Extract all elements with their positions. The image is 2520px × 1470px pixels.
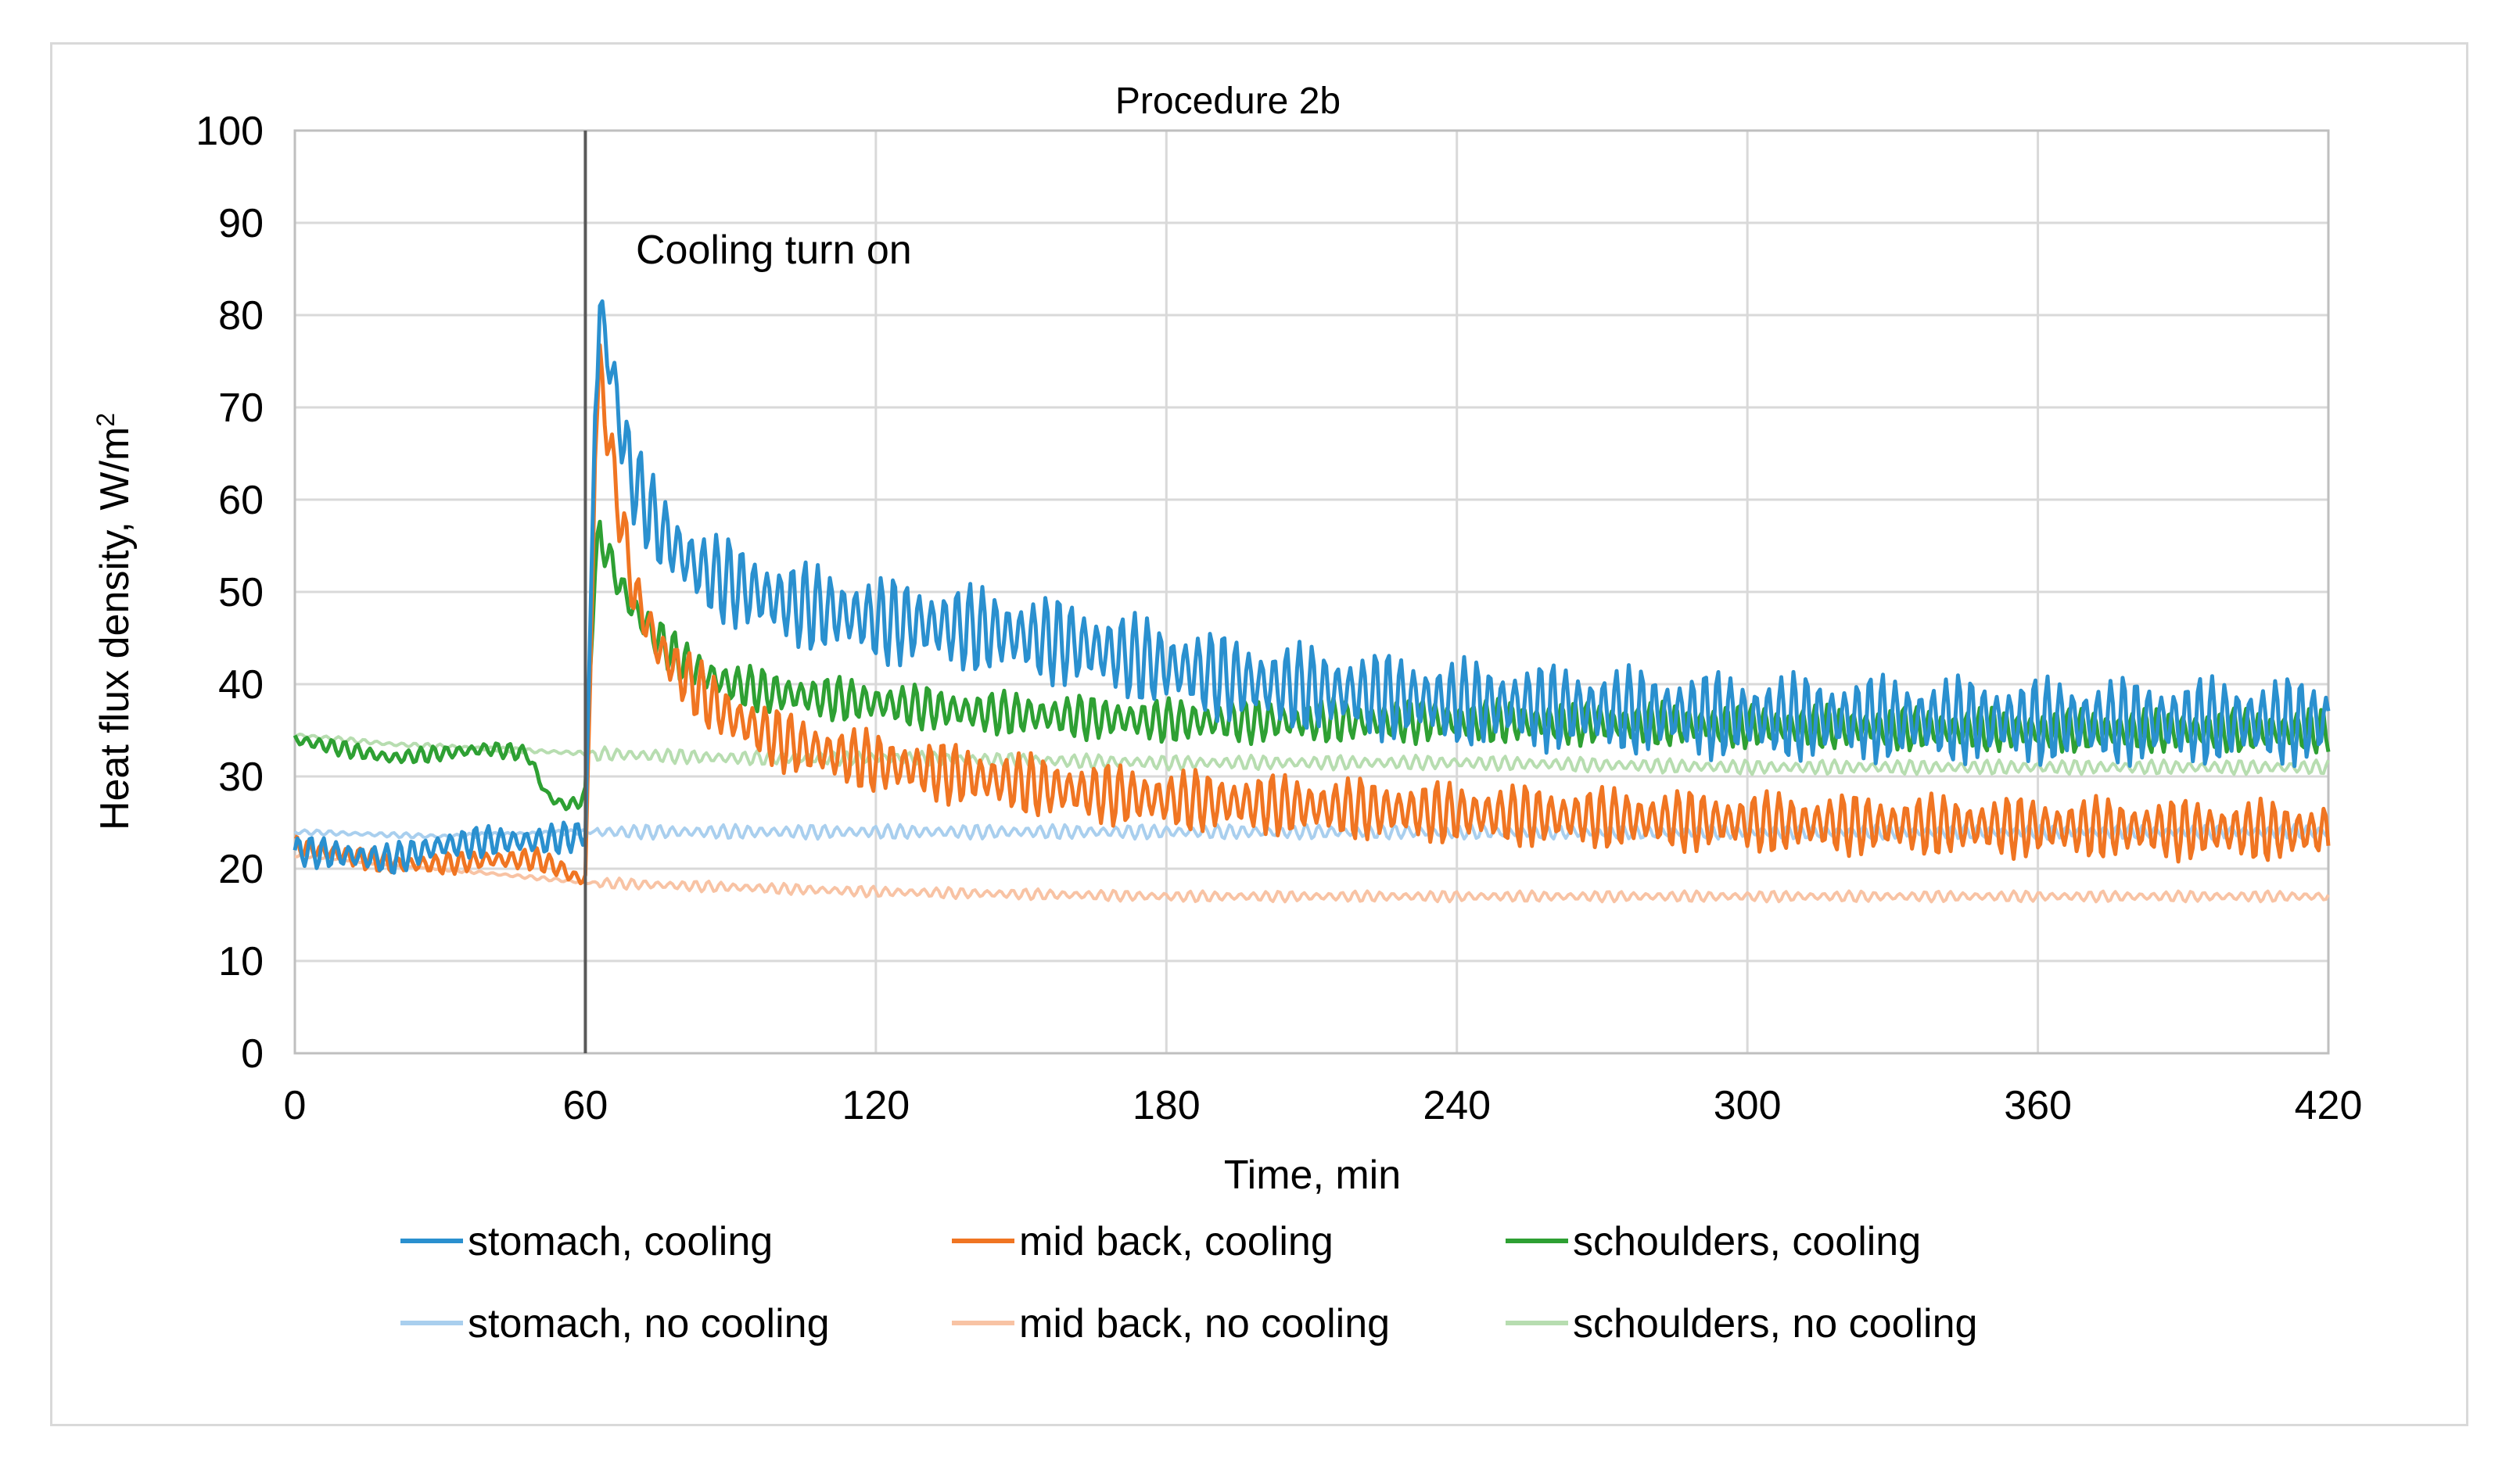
y-tick-label: 70	[218, 385, 264, 431]
y-tick-label: 80	[218, 293, 264, 339]
series-lines	[293, 299, 2331, 904]
y-tick-label: 10	[218, 939, 264, 984]
x-tick-label: 60	[563, 1083, 608, 1128]
legend-label: schoulders, no cooling	[1573, 1301, 1977, 1346]
y-axis-label-superscript: 2	[92, 413, 120, 427]
y-tick-label: 20	[218, 847, 264, 892]
x-tick-label: 180	[1133, 1083, 1201, 1128]
y-tick-label: 50	[218, 570, 264, 615]
y-tick-label: 30	[218, 755, 264, 800]
y-tick-label: 0	[241, 1031, 264, 1077]
x-tick-label: 420	[2295, 1083, 2363, 1128]
series-line-4	[294, 852, 2330, 904]
y-tick-label: 60	[218, 478, 264, 523]
plot-area-border	[293, 129, 2330, 1055]
series-line-5	[294, 732, 2330, 776]
legend: stomach, cooling mid back, cooling schould…	[400, 1219, 1977, 1346]
line-chart: 0 10 20 30 40 50 60 70 80 90 100 0 60 120 180 240 300 360…	[92, 81, 2362, 1346]
tick-labels: 0 10 20 30 40 50 60 70 80 90 100 0 60 120 180 240 300 360…	[196, 109, 2362, 1128]
y-axis-label: Heat flux density, W/m2	[92, 413, 138, 830]
chart-title: Procedure 2b	[1115, 81, 1341, 122]
cooling-annotation: Cooling turn on	[636, 228, 912, 273]
gridlines	[293, 129, 2330, 1055]
legend-label: stomach, cooling	[468, 1219, 773, 1264]
x-tick-label: 240	[1423, 1083, 1491, 1128]
series-line-1	[294, 343, 2331, 886]
x-tick-label: 300	[1714, 1083, 1782, 1128]
legend-label: mid back, no cooling	[1019, 1301, 1390, 1346]
x-tick-label: 120	[842, 1083, 910, 1128]
legend-label: stomach, no cooling	[468, 1301, 830, 1346]
x-tick-label: 0	[284, 1083, 307, 1128]
x-axis-label: Time, min	[1224, 1153, 1401, 1198]
series-line-0	[293, 299, 2331, 875]
legend-label: mid back, cooling	[1019, 1219, 1334, 1264]
y-axis-label-main: Heat flux density, W/m	[92, 427, 138, 830]
x-tick-label: 360	[2004, 1083, 2072, 1128]
y-tick-label: 90	[218, 201, 264, 246]
legend-label: schoulders, cooling	[1573, 1219, 1921, 1264]
y-tick-label: 100	[196, 109, 264, 154]
chart-frame: 0 10 20 30 40 50 60 70 80 90 100 0 60 120 180 240 300 360…	[50, 42, 2468, 1426]
y-tick-label: 40	[218, 662, 264, 708]
